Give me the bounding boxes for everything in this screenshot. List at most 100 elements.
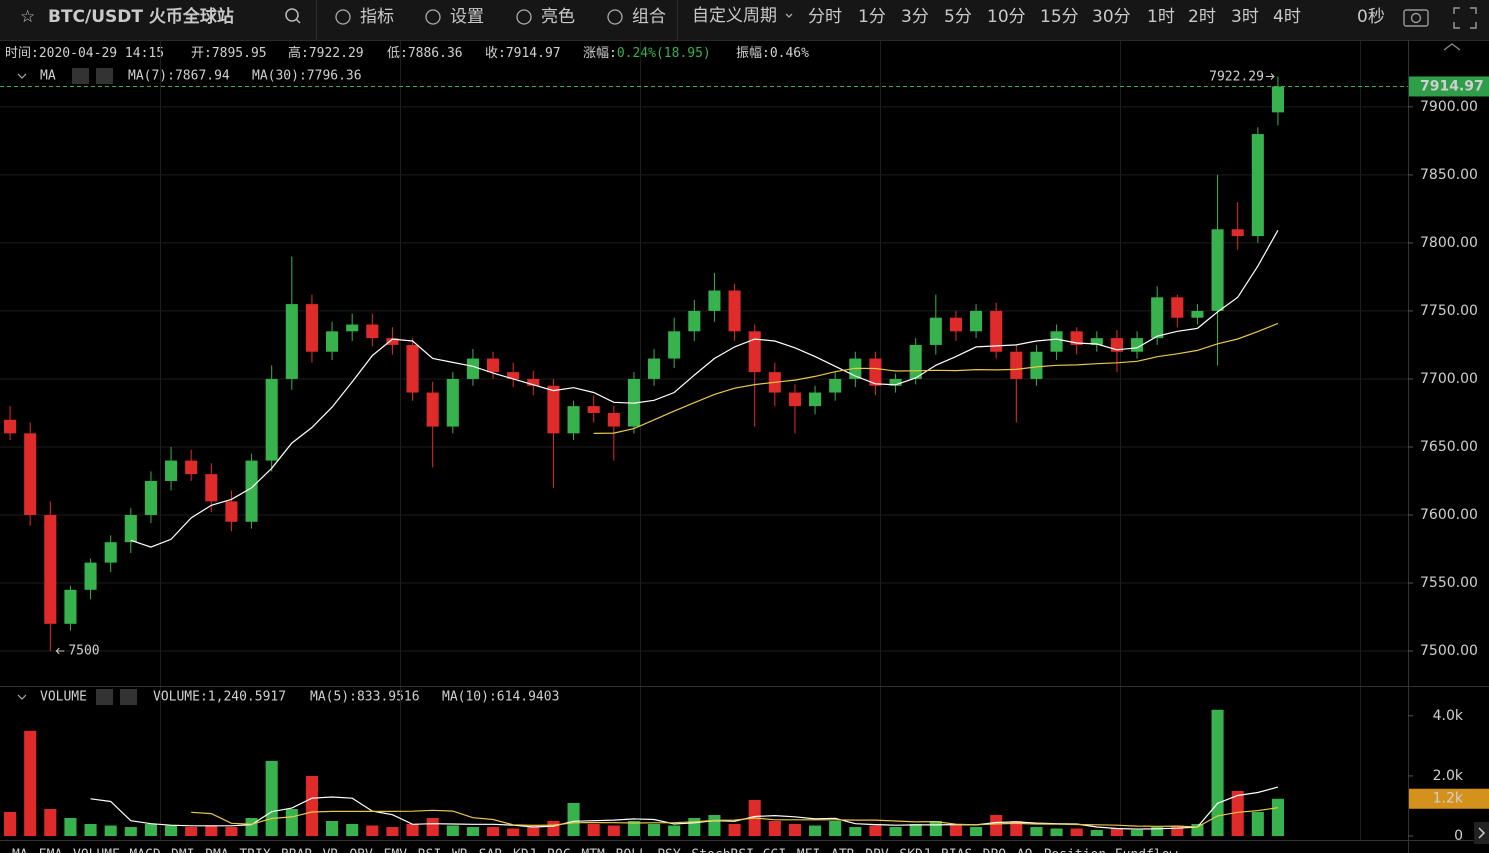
search-icon[interactable] — [285, 8, 299, 22]
legend-button[interactable] — [96, 689, 113, 705]
legend-button[interactable] — [72, 68, 89, 84]
y-tick-label: 7800.00 — [1420, 235, 1478, 251]
y2-tick-label: 0 — [1454, 828, 1463, 844]
volume-bar — [1010, 821, 1023, 837]
candle-body — [1030, 351, 1043, 379]
indicator-tab[interactable]: TRIX — [239, 848, 270, 853]
candle-body — [1191, 310, 1204, 318]
snapshot-icon[interactable] — [1403, 9, 1429, 27]
volume-bar — [728, 824, 741, 837]
custom-period[interactable]: 自定义周期 — [692, 6, 777, 26]
volume-bar — [24, 730, 37, 837]
info-value: 7922.29 — [309, 46, 364, 61]
volume-bar — [84, 824, 97, 837]
indicator-tab[interactable]: EMV — [384, 848, 408, 853]
indicator-tab[interactable]: BIAS — [941, 848, 972, 853]
candle-body — [1151, 297, 1164, 339]
indicator-tab[interactable]: BRAR — [281, 848, 312, 853]
info-value: 2020-04-29 14:15 — [39, 46, 164, 61]
period-option[interactable]: 4时 — [1273, 7, 1301, 27]
candle-body — [688, 310, 701, 332]
info-value: 7886.36 — [408, 46, 463, 61]
indicator-tab[interactable]: MACD — [129, 848, 160, 853]
volume-bar — [1231, 790, 1244, 837]
indicator-tab[interactable]: Position — [1044, 848, 1107, 853]
indicator-tab[interactable]: RSI — [418, 848, 441, 853]
indicator-tab[interactable]: Fundflow — [1115, 848, 1178, 853]
period-option[interactable]: 10分 — [987, 7, 1026, 27]
volume-bar — [285, 808, 298, 837]
indicator-tab[interactable]: DPO — [983, 848, 1007, 853]
candle-body — [366, 324, 379, 339]
indicator-tab[interactable]: PSY — [657, 848, 681, 853]
max-annotation: 7922.29 — [1209, 69, 1264, 84]
max-value: 7922.29 — [1209, 69, 1264, 84]
collapse-icon[interactable] — [1443, 43, 1461, 51]
indicator-tab[interactable]: SAR — [479, 848, 503, 853]
indicator-tab[interactable]: MFI — [797, 848, 820, 853]
menu-item[interactable]: 设置 — [450, 7, 484, 27]
indicator-tab[interactable]: WR — [452, 848, 468, 853]
period-option[interactable]: 2时 — [1188, 7, 1216, 27]
candle-body — [1251, 134, 1264, 237]
scroll-button[interactable] — [1474, 822, 1489, 844]
candle-wick — [794, 384, 796, 434]
indicator-tab[interactable]: ATR — [831, 848, 855, 853]
volume-bar — [225, 827, 238, 837]
indicator-tab[interactable]: StochRSI — [691, 848, 754, 853]
candle-wick — [1015, 344, 1017, 423]
star-icon[interactable]: ☆ — [20, 7, 35, 27]
indicator-tab[interactable]: DPV — [865, 848, 889, 853]
info-field: 振幅:0.46% — [736, 46, 809, 61]
indicator-tab[interactable]: KDJ — [513, 848, 536, 853]
menu-item[interactable]: 亮色 — [541, 7, 575, 27]
indicator-tab[interactable]: MTM — [581, 848, 605, 853]
period-option[interactable]: 3分 — [901, 7, 929, 27]
period-option[interactable]: 5分 — [944, 7, 972, 27]
volume-bar — [44, 808, 57, 837]
candle-body — [84, 562, 97, 590]
toolbar — [0, 0, 1489, 40]
dropdown-arrow — [785, 13, 793, 18]
last-price-label: 7914.97 — [1420, 78, 1484, 94]
period-option[interactable]: 15分 — [1040, 7, 1079, 27]
legend-button[interactable] — [120, 689, 137, 705]
menu-item[interactable]: 组合 — [632, 7, 666, 27]
indicator-tab[interactable]: DMA — [205, 848, 229, 853]
candle-body — [587, 406, 600, 413]
period-option[interactable]: 1时 — [1147, 7, 1175, 27]
indicator-tab[interactable]: DMI — [171, 848, 194, 853]
legend-button[interactable] — [96, 68, 113, 84]
y-tick-label: 7550.00 — [1420, 575, 1478, 591]
candle-body — [527, 378, 540, 386]
volume-bar — [1131, 830, 1144, 837]
indicator-tab[interactable]: VR — [323, 848, 339, 853]
indicator-tab[interactable]: OBV — [349, 848, 373, 853]
menu-item[interactable]: 指标 — [360, 7, 394, 27]
candle-wick — [754, 324, 756, 427]
period-option[interactable]: 30分 — [1092, 7, 1131, 27]
y-tick-label: 7650.00 — [1420, 439, 1478, 455]
fullscreen-icon[interactable] — [1453, 7, 1477, 29]
indicator-tab[interactable]: CCI — [763, 848, 786, 853]
candle-body — [809, 392, 822, 407]
volume-bar — [245, 818, 258, 837]
indicator-tab[interactable]: MA — [12, 848, 28, 853]
period-option[interactable]: 分时 — [808, 7, 842, 27]
legend-value: MA(7):7867.94 — [128, 69, 230, 84]
candle-body — [24, 433, 37, 515]
period-option[interactable]: 3时 — [1231, 7, 1259, 27]
period-option[interactable]: 1分 — [858, 7, 886, 27]
indicator-tab[interactable]: EMA — [39, 848, 63, 853]
indicator-tab[interactable]: AO — [1017, 848, 1033, 853]
indicator-tab[interactable]: BOLL — [616, 848, 647, 853]
indicator-tab[interactable]: VOLUME — [73, 848, 120, 853]
volume-bar — [1151, 827, 1164, 837]
candle-body — [607, 412, 620, 427]
volume-bar — [829, 821, 842, 837]
indicator-tab[interactable]: SKDJ — [899, 848, 930, 853]
indicator-tab[interactable]: ROC — [547, 848, 570, 853]
y-tick-label: 7700.00 — [1420, 371, 1478, 387]
legend-value: MA(5):833.9516 — [310, 690, 420, 705]
candle-body — [144, 480, 157, 515]
